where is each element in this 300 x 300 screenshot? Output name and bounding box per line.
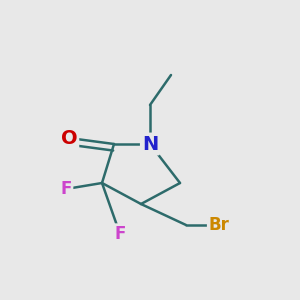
Text: O: O xyxy=(61,128,77,148)
Text: N: N xyxy=(142,134,158,154)
Text: F: F xyxy=(60,180,72,198)
Text: F: F xyxy=(114,225,126,243)
Text: Br: Br xyxy=(208,216,230,234)
